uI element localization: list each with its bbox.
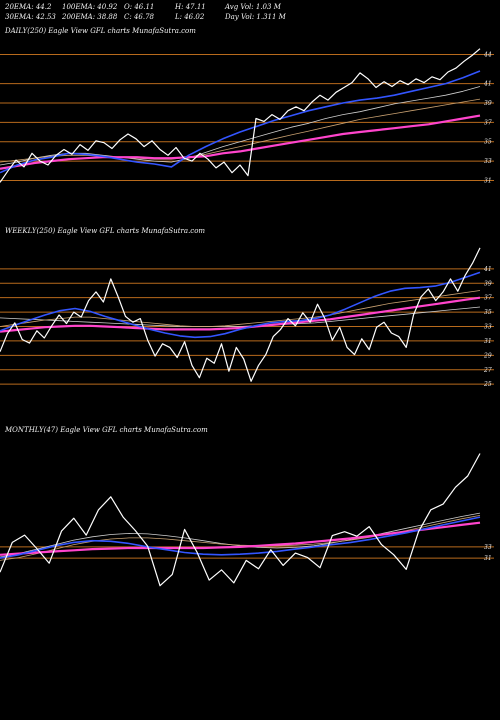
y-tick-label: 35	[484, 139, 492, 146]
y-tick-label: 41	[483, 81, 492, 88]
y-tick-label: 31	[484, 555, 492, 562]
ema-fast-line	[0, 271, 481, 339]
y-tick-label: 41	[483, 266, 492, 273]
y-tick-label: 33	[484, 544, 492, 551]
low-readout: L: 46.02	[175, 13, 205, 21]
price-line	[0, 247, 481, 382]
y-tick-label: 37	[484, 119, 492, 126]
weekly-panel: 41 39 37 35 33 31 29 27 25	[0, 247, 494, 388]
price-line	[0, 48, 481, 183]
monthly-panel: 33 31	[0, 453, 494, 587]
y-tick-label: 33	[484, 324, 492, 331]
ema-mid-line	[0, 98, 481, 163]
close-readout: C: 46.78	[124, 13, 154, 21]
ema-slow-line	[0, 521, 481, 556]
ema100-readout: 100EMA: 40.92	[62, 3, 118, 11]
y-tick-label: 31	[484, 177, 492, 184]
ema200-readout: 200EMA: 38.88	[62, 13, 118, 21]
ema-slow-line	[0, 296, 481, 333]
y-tick-label: 44	[483, 52, 492, 59]
weekly-panel-title: WEEKLY(250) Eagle View GFL charts Munafa…	[5, 227, 206, 235]
ema-fast-line	[0, 516, 481, 559]
y-tick-label: 35	[484, 309, 492, 316]
y-tick-label: 27	[483, 367, 492, 374]
high-readout: H: 47.11	[175, 3, 206, 11]
y-tick-label: 25	[483, 381, 492, 388]
ema20-readout: 20EMA: 44.2	[5, 3, 52, 11]
daily-panel: 44 41 39 37 35 33 31	[0, 48, 494, 184]
ema-fast-line	[0, 70, 481, 174]
ema-gray-line	[0, 306, 481, 327]
ema30-readout: 30EMA: 42.53	[5, 13, 56, 21]
y-tick-label: 31	[484, 338, 492, 345]
daily-panel-title: DAILY(250) Eagle View GFL charts MunafaS…	[5, 27, 196, 35]
open-readout: O: 46.11	[124, 3, 155, 11]
y-tick-label: 33	[484, 158, 492, 165]
price-line	[0, 453, 481, 587]
ema-slow-line	[0, 114, 481, 170]
day-vol-readout: Day Vol: 1.311 M	[225, 13, 286, 21]
y-tick-label: 29	[483, 352, 492, 359]
y-tick-label: 39	[484, 280, 492, 287]
y-tick-label: 37	[484, 295, 492, 302]
monthly-panel-title: MONTHLY(47) Eagle View GFL charts Munafa…	[5, 426, 208, 434]
ema-mid-line	[0, 290, 481, 327]
y-tick-label: 39	[484, 100, 492, 107]
avg-vol-readout: Avg Vol: 1.03 M	[225, 3, 281, 11]
